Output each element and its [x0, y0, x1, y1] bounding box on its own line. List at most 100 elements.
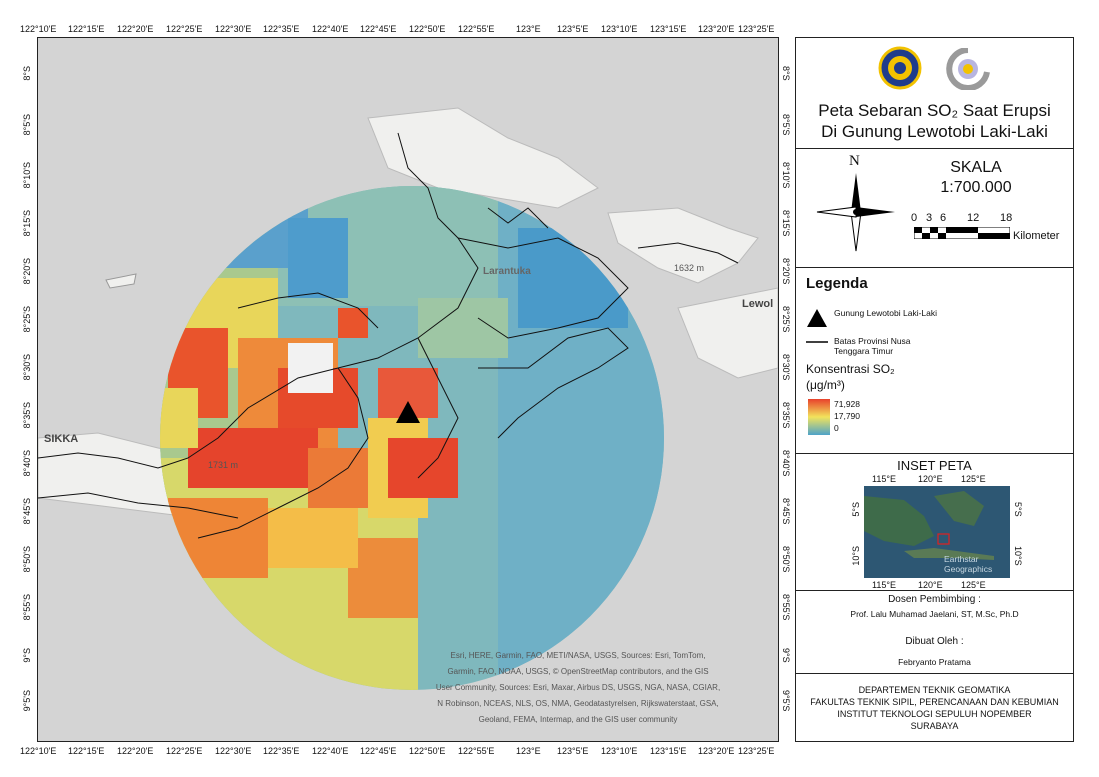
scale-tick: 12 — [967, 212, 980, 224]
its-logo-icon — [878, 46, 922, 90]
lat-tick: 8°10'S — [781, 162, 791, 189]
legend-heading: Legenda — [806, 275, 868, 292]
lat-tick: 8°S — [22, 66, 32, 81]
scale-heading: SKALA — [950, 159, 1002, 176]
lon-tick: 123°5'E — [557, 24, 589, 34]
lat-tick: 8°20'S — [781, 258, 791, 285]
lat-tick: 9°S — [781, 648, 791, 663]
lat-tick: 8°20'S — [22, 258, 32, 285]
lon-tick: 123°E — [516, 746, 541, 756]
lon-tick: 122°35'E — [263, 746, 300, 756]
lat-tick: 8°35'S — [22, 402, 32, 429]
author-name: Febryanto Pratama — [898, 657, 971, 667]
lon-tick: 122°25'E — [166, 746, 203, 756]
supervisor-name: Prof. Lalu Muhamad Jaelani, ST, M.Sc, Ph… — [850, 609, 1019, 619]
lon-tick: 122°40'E — [312, 24, 349, 34]
lat-tick: 8°5'S — [22, 114, 32, 136]
lon-tick: 122°15'E — [68, 24, 105, 34]
legend-boundary-label: Batas Provinsi Nusa Tenggara Timur — [834, 336, 911, 356]
author-label: Dibuat Oleh : — [905, 636, 964, 647]
lon-tick: 122°40'E — [312, 746, 349, 756]
lon-tick: 123°25'E — [738, 24, 775, 34]
place-label-larantuka: Larantuka — [483, 266, 531, 277]
map-title: Peta Sebaran SO₂ Saat Erupsi Di Gunung L… — [818, 101, 1051, 141]
lat-tick: 8°15'S — [22, 210, 32, 237]
legend-unit-label: (μg/m³) — [806, 378, 845, 392]
color-ramp — [808, 399, 830, 435]
lon-tick: 122°45'E — [360, 746, 397, 756]
lon-tick: 123°5'E — [557, 746, 589, 756]
lat-tick: 8°35'S — [781, 402, 791, 429]
lat-tick: 9°S — [22, 648, 32, 663]
lat-tick: 8°30'S — [781, 354, 791, 381]
land-lembata — [677, 287, 778, 379]
scale-tick: 3 — [926, 212, 933, 224]
inset-tick: 120°E — [918, 580, 943, 590]
lon-tick: 122°30'E — [215, 746, 252, 756]
lat-tick: 8°S — [781, 66, 791, 81]
lat-tick: 8°30'S — [22, 354, 32, 381]
lat-tick: 8°40'S — [781, 450, 791, 477]
volcano-legend-icon — [807, 309, 827, 327]
place-label-sikka: SIKKA — [44, 433, 79, 445]
legend-block: Legenda Gunung Lewotobi Laki-Laki Batas … — [796, 268, 1073, 454]
lon-tick: 122°55'E — [458, 746, 495, 756]
scale-value: 1:700.000 — [940, 179, 1012, 196]
boundary-legend-icon — [806, 341, 828, 343]
lat-tick: 8°45'S — [781, 498, 791, 525]
lon-tick: 123°20'E — [698, 746, 735, 756]
land-small-island — [105, 273, 137, 289]
inset-tick: 115°E — [872, 580, 896, 590]
map-frame: Larantuka SIKKA Lewol 1632 m 1731 m Esri… — [37, 37, 779, 742]
inset-title: INSET PETA — [897, 458, 972, 473]
scale-unit: Kilometer — [1013, 230, 1060, 242]
lon-tick: 122°45'E — [360, 24, 397, 34]
institution-block: DEPARTEMEN TEKNIK GEOMATIKA FAKULTAS TEK… — [810, 685, 1059, 731]
scale-tick: 18 — [1000, 212, 1013, 224]
ramp-mid-label: 17,790 — [834, 411, 860, 421]
lat-tick: 8°25'S — [22, 306, 32, 333]
inset-tick: 5°S — [851, 502, 861, 517]
inset-tick: 115°E — [872, 474, 896, 484]
legend-concentration-label: Konsentrasi SO₂ — [806, 362, 895, 376]
lat-tick: 8°55'S — [22, 594, 32, 621]
lon-tick: 123°15'E — [650, 24, 687, 34]
inset-tick: 10°S — [851, 546, 861, 566]
lon-tick: 122°25'E — [166, 24, 203, 34]
volcano-marker — [396, 401, 420, 423]
lon-tick: 122°20'E — [117, 746, 154, 756]
lat-tick: 9°5'S — [781, 690, 791, 712]
peak-label-1632: 1632 m — [674, 263, 705, 273]
so2-map — [38, 38, 778, 741]
inset-block: INSET PETA 115°E 120°E 125°E 115°E 120°E… — [796, 454, 1073, 591]
land-flores-north — [367, 107, 599, 209]
lon-tick: 123°E — [516, 24, 541, 34]
lat-tick: 8°10'S — [22, 162, 32, 189]
inset-tick: 10°S — [1013, 546, 1023, 566]
lat-tick: 8°50'S — [781, 546, 791, 573]
inset-tick: 5°S — [1013, 502, 1023, 517]
inset-tick: 125°E — [961, 474, 986, 484]
lat-tick: 8°50'S — [22, 546, 32, 573]
scale-tick: 0 — [911, 212, 918, 224]
lon-tick: 122°35'E — [263, 24, 300, 34]
lon-tick: 122°20'E — [117, 24, 154, 34]
lon-tick: 122°55'E — [458, 24, 495, 34]
ramp-max-label: 71,928 — [834, 399, 860, 409]
lon-tick: 123°15'E — [650, 746, 687, 756]
inset-credit: Earthstar Geographics — [944, 554, 993, 574]
place-label-lewoleba: Lewol — [742, 298, 774, 310]
scale-tick: 6 — [940, 212, 947, 224]
title-block: Peta Sebaran SO₂ Saat Erupsi Di Gunung L… — [796, 38, 1073, 149]
province-boundaries — [38, 132, 739, 539]
lon-tick: 123°10'E — [601, 746, 638, 756]
lon-tick: 123°20'E — [698, 24, 735, 34]
lon-tick: 123°25'E — [738, 746, 775, 756]
lon-tick: 122°10'E — [20, 746, 57, 756]
geomatics-logo-icon — [946, 48, 990, 90]
north-arrow-icon — [816, 173, 895, 252]
lon-tick: 122°15'E — [68, 746, 105, 756]
legend-volcano-label: Gunung Lewotobi Laki-Laki — [834, 308, 938, 318]
peak-label-1731: 1731 m — [208, 460, 239, 470]
lon-tick: 122°30'E — [215, 24, 252, 34]
